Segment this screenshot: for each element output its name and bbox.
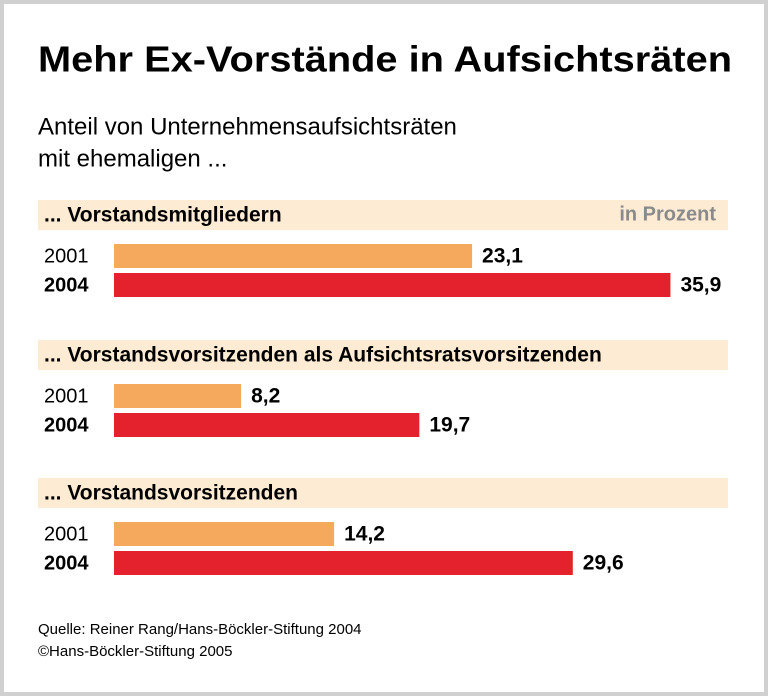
group-band bbox=[38, 340, 728, 370]
group-band bbox=[38, 478, 728, 508]
value-label: 14,2 bbox=[344, 523, 385, 546]
copyright: ©Hans-Böckler-Stiftung 2005 bbox=[38, 643, 232, 660]
category-label: 2001 bbox=[44, 523, 89, 545]
bar bbox=[114, 244, 473, 268]
category-label: 2001 bbox=[44, 385, 89, 407]
unit-label: in Prozent bbox=[619, 203, 716, 225]
bar bbox=[114, 413, 420, 437]
bar bbox=[114, 384, 242, 408]
source: Quelle: Reiner Rang/Hans-Böckler-Stiftun… bbox=[38, 621, 362, 638]
bar bbox=[114, 522, 335, 546]
value-label: 35,9 bbox=[680, 274, 721, 297]
value-label: 23,1 bbox=[482, 245, 523, 268]
title: Mehr Ex-Vorstände in Aufsichtsräten bbox=[38, 39, 732, 80]
value-label: 8,2 bbox=[251, 385, 280, 408]
category-label: 2004 bbox=[44, 552, 89, 574]
bar bbox=[114, 551, 573, 575]
category-label: 2004 bbox=[44, 274, 89, 296]
subtitle: Anteil von Unternehmensaufsichtsräten bbox=[38, 113, 457, 140]
value-label: 29,6 bbox=[583, 552, 624, 575]
group-title: ... Vorstandsvorsitzenden bbox=[44, 482, 298, 505]
subtitle: mit ehemaligen ... bbox=[38, 145, 227, 172]
group-title: ... Vorstandsvorsitzenden als Aufsichtsr… bbox=[44, 344, 602, 367]
value-label: 19,7 bbox=[429, 414, 470, 437]
bar bbox=[114, 273, 671, 297]
group-band bbox=[38, 200, 728, 230]
group-title: ... Vorstandsmitgliedern bbox=[44, 204, 282, 227]
category-label: 2004 bbox=[44, 414, 89, 436]
category-label: 2001 bbox=[44, 245, 89, 267]
